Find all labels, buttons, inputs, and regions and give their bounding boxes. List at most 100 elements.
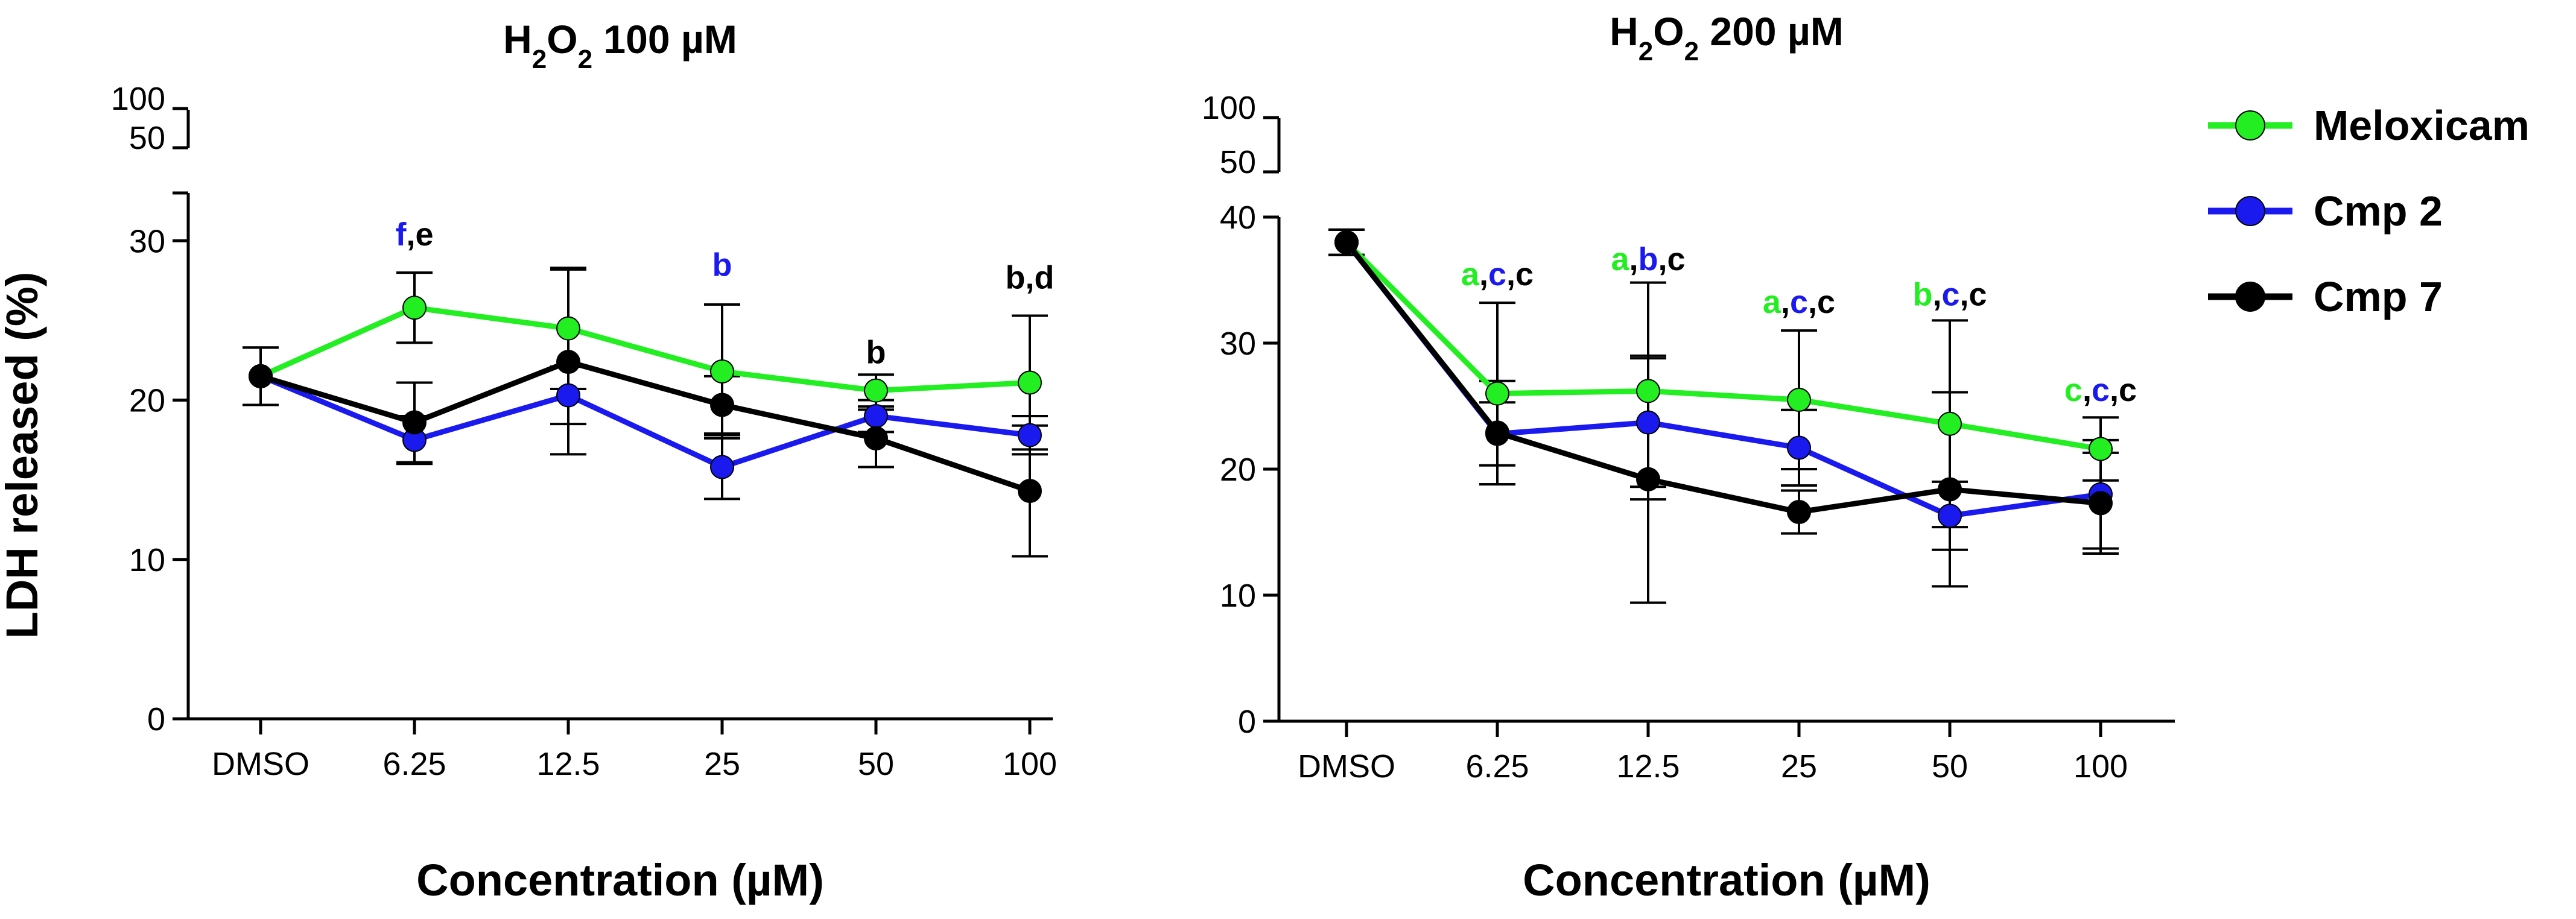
series-line-meloxicam — [1344, 240, 2101, 452]
x-tick-label-50: 50 — [858, 746, 894, 782]
significance-letter: c — [2064, 372, 2083, 408]
data-point-cmp-7-50 — [864, 426, 888, 450]
series-cmp-7 — [1328, 228, 2119, 604]
significance-letter: c — [2092, 372, 2110, 408]
significance-letter: , — [1629, 241, 1638, 277]
x-axis-label: Concentration (µM) — [416, 855, 824, 905]
data-point-meloxicam-6-25 — [1485, 381, 1509, 406]
significance-label: a,c,c — [1763, 284, 1835, 320]
data-point-cmp-2-25 — [1787, 435, 1811, 460]
significance-label: a,b,c — [1611, 241, 1685, 277]
x-tick-label-100: 100 — [2073, 748, 2128, 785]
x-tick-label-25: 25 — [1781, 748, 1817, 785]
x-tick-label-12-5: 12.5 — [1616, 748, 1680, 785]
title-subscript: 2 — [578, 45, 592, 74]
y-tick-label: 0 — [147, 701, 165, 737]
y-break-tick-label: 100 — [1202, 90, 1256, 126]
y-tick-label: 30 — [1220, 326, 1256, 362]
data-point-cmp-7-dmso — [249, 364, 273, 388]
legend-swatch-marker-cmp-7 — [2235, 282, 2265, 312]
title-part: 200 µM — [1699, 9, 1844, 54]
significance-label: b,d — [1006, 260, 1055, 296]
data-point-cmp-7-6-25 — [402, 410, 427, 435]
legend: Meloxicam Cmp 2 Cmp 7 — [2208, 102, 2530, 320]
data-point-meloxicam-6-25 — [402, 295, 427, 320]
x-tick-label-6-25: 6.25 — [382, 746, 446, 782]
significance-letter: b — [712, 247, 732, 283]
x-tick-label-50: 50 — [1932, 748, 1968, 785]
significance-letter: ,c — [1506, 256, 1534, 292]
y-axis-label: LDH released (%) — [0, 272, 47, 639]
significance-letter: ,e — [406, 216, 433, 253]
significance-label: c,c,c — [2064, 372, 2137, 408]
title-part: O — [1653, 9, 1684, 54]
significance-letter: b — [1639, 241, 1658, 277]
significance-label: b — [866, 335, 886, 371]
data-point-meloxicam-100 — [1018, 370, 1042, 395]
series-cmp-7 — [243, 268, 1048, 558]
significance-letter: , — [2083, 372, 2092, 408]
y-tick-label: 20 — [1220, 452, 1256, 488]
y-break-tick-label: 50 — [129, 120, 165, 156]
significance-letter: ,c — [1658, 241, 1686, 277]
data-point-cmp-7-25 — [710, 393, 734, 417]
series-meloxicam — [1328, 228, 2119, 529]
legend-label-cmp-2: Cmp 2 — [2314, 188, 2443, 235]
data-point-cmp-7-12-5 — [1636, 467, 1660, 491]
series-cmp-2 — [1328, 228, 2119, 551]
legend-label-cmp-7: Cmp 7 — [2314, 273, 2443, 320]
title-subscript: 2 — [1684, 37, 1699, 66]
data-point-cmp-2-12-5 — [556, 383, 580, 408]
legend-label-meloxicam: Meloxicam — [2314, 102, 2530, 149]
chart-title: H2O2 100 µM — [503, 17, 737, 74]
x-tick-label-100: 100 — [1003, 746, 1057, 782]
significance-letter: b,d — [1006, 260, 1055, 296]
series-line-meloxicam — [259, 305, 1030, 394]
significance-letter: a — [1611, 241, 1629, 277]
y-tick-label: 30 — [129, 223, 165, 259]
y-break-tick-label: 100 — [111, 81, 165, 117]
x-axis-label: Concentration (µM) — [1523, 855, 1930, 905]
data-point-cmp-7-25 — [1787, 500, 1811, 525]
title-subscript: 2 — [532, 45, 547, 74]
significance-label: f,e — [395, 216, 433, 253]
significance-letter: f — [395, 216, 407, 253]
data-point-cmp-2-50 — [1938, 504, 1962, 528]
legend-swatch-marker-meloxicam — [2235, 110, 2265, 141]
significance-letter: c — [1488, 256, 1506, 292]
data-point-meloxicam-12-5 — [1636, 379, 1660, 403]
data-point-meloxicam-12-5 — [556, 316, 580, 341]
significance-letter: c — [1941, 276, 1959, 312]
y-tick-label: 10 — [129, 542, 165, 578]
data-point-cmp-2-100 — [1018, 423, 1042, 447]
data-point-cmp-7-50 — [1938, 477, 1962, 502]
series-line-cmp-2 — [1344, 241, 2101, 519]
data-point-cmp-7-100 — [1018, 479, 1042, 504]
significance-letter: b — [1912, 276, 1932, 312]
significance-letter: , — [1479, 256, 1488, 292]
data-point-meloxicam-50 — [864, 378, 888, 403]
data-point-meloxicam-25 — [710, 359, 734, 384]
significance-label: a,c,c — [1461, 256, 1534, 292]
data-point-meloxicam-50 — [1938, 411, 1962, 436]
series-line-cmp-7 — [259, 359, 1031, 494]
x-tick-label-25: 25 — [704, 746, 740, 782]
legend-swatch-marker-cmp-2 — [2235, 196, 2265, 226]
data-point-cmp-2-12-5 — [1636, 410, 1660, 435]
title-subscript: 2 — [1639, 37, 1653, 66]
x-tick-label-12-5: 12.5 — [536, 746, 600, 782]
title-part: O — [547, 17, 577, 62]
title-part: H — [1610, 9, 1639, 54]
chart-title: H2O2 200 µM — [1610, 9, 1844, 66]
data-point-cmp-2-50 — [864, 403, 888, 428]
y-tick-label: 0 — [1238, 704, 1256, 740]
series-line-cmp-7 — [1344, 241, 2101, 515]
significance-letter: a — [1461, 256, 1480, 292]
data-point-cmp-7-6-25 — [1485, 420, 1509, 445]
significance-letter: , — [1781, 284, 1790, 320]
title-part: 100 µM — [592, 17, 737, 62]
y-tick-label: 40 — [1220, 200, 1256, 236]
